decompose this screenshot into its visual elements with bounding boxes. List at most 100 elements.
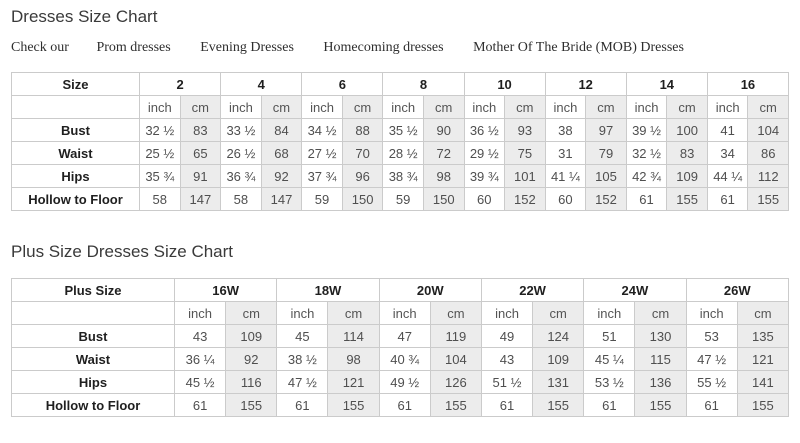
dress-links-row: Check our Prom dresses Evening Dresses H… [11, 39, 789, 56]
value-cell: 115 [634, 347, 687, 371]
value-cell: 96 [341, 164, 384, 188]
size-header: 20W [378, 278, 482, 302]
value-cell: 152 [504, 187, 546, 211]
nav-link-prom-dresses[interactable]: Prom dresses [96, 40, 171, 55]
value-cell: 100 [666, 118, 708, 142]
value-cell: 121 [736, 347, 790, 371]
value-cell: 98 [327, 347, 380, 371]
unit-header-inch: inch [583, 301, 636, 325]
value-cell: 49 [480, 324, 534, 348]
size-header: 12 [544, 72, 627, 96]
value-cell: 28 ½ [382, 141, 424, 165]
nav-link-homecoming-dresses[interactable]: Homecoming dresses [323, 40, 444, 55]
value-cell: 61 [173, 393, 227, 417]
value-cell: 60 [544, 187, 587, 211]
table-row: Bust 32 ½ 83 33 ½ 84 34 ½ 88 35 ½ 90 36 ½ 93 38 97 39… [11, 118, 789, 142]
value-cell: 33 ½ [220, 118, 262, 142]
value-cell: 61 [378, 393, 431, 417]
value-cell: 32 ½ [139, 118, 181, 142]
value-cell: 36 ¼ [173, 347, 227, 371]
value-cell: 47 [378, 324, 431, 348]
value-cell: 39 ¾ [463, 164, 506, 188]
value-cell: 83 [179, 118, 222, 142]
value-cell: 49 ½ [378, 370, 431, 394]
value-cell: 116 [225, 370, 278, 394]
value-cell: 75 [504, 141, 546, 165]
value-cell: 119 [429, 324, 482, 348]
page-title: Dresses Size Chart [11, 7, 158, 26]
unit-header-cm: cm [422, 95, 465, 119]
value-cell: 93 [504, 118, 546, 142]
row-label: Waist [11, 347, 175, 371]
unit-header-inch: inch [463, 95, 506, 119]
size-header: 26W [685, 278, 790, 302]
value-cell: 61 [706, 187, 749, 211]
value-cell: 35 ½ [382, 118, 424, 142]
link-prefix-text: Check our [11, 40, 69, 55]
value-cell: 135 [736, 324, 790, 348]
value-cell: 51 ½ [480, 370, 534, 394]
unit-header-cm: cm [260, 95, 303, 119]
unit-header-inch: inch [173, 301, 227, 325]
unit-header-cm: cm [585, 95, 627, 119]
value-cell: 38 [544, 118, 587, 142]
unit-header-cm: cm [634, 301, 687, 325]
value-cell: 126 [429, 370, 482, 394]
size-header: 24W [583, 278, 687, 302]
table-row: Waist 25 ½ 65 26 ½ 68 27 ½ 70 28 ½ 72 29 ½ 75 31 79 3… [11, 141, 789, 165]
value-cell: 101 [504, 164, 546, 188]
value-cell: 72 [422, 141, 465, 165]
regular-size-table: Size 2 4 6 8 10 12 14 16 inch cm inch cm inch cm inch cm… [11, 72, 790, 211]
value-cell: 155 [666, 187, 708, 211]
value-cell: 36 ¾ [220, 164, 262, 188]
unit-header-row: inch cm inch cm inch cm inch cm inch cm inch cm inch… [11, 95, 789, 119]
value-cell: 104 [429, 347, 482, 371]
value-cell: 109 [532, 347, 585, 371]
value-cell: 42 ¾ [625, 164, 668, 188]
value-cell: 58 [139, 187, 181, 211]
value-cell: 27 ½ [301, 141, 343, 165]
unit-header-inch: inch [301, 95, 343, 119]
unit-header-inch: inch [276, 301, 329, 325]
value-cell: 31 [544, 141, 587, 165]
unit-header-cm: cm [747, 95, 789, 119]
nav-link-evening-dresses[interactable]: Evening Dresses [200, 40, 294, 55]
value-cell: 155 [736, 393, 790, 417]
value-cell: 34 [706, 141, 749, 165]
value-cell: 61 [480, 393, 534, 417]
value-cell: 51 [583, 324, 636, 348]
value-cell: 38 ¾ [382, 164, 424, 188]
size-column-label: Size [11, 72, 140, 96]
unit-header-cm: cm [504, 95, 546, 119]
value-cell: 25 ½ [139, 141, 181, 165]
value-cell: 155 [634, 393, 687, 417]
value-cell: 147 [179, 187, 222, 211]
table-row: Hips 45 ½ 116 47 ½ 121 49 ½ 126 51 ½ 131 53 ½ 136 5… [11, 370, 790, 394]
value-cell: 55 ½ [685, 370, 738, 394]
size-header: 14 [625, 72, 708, 96]
value-cell: 32 ½ [625, 141, 668, 165]
size-header: 4 [220, 72, 303, 96]
size-header: 10 [463, 72, 546, 96]
size-header-row: Plus Size 16W 18W 20W 22W 24W 26W [11, 278, 790, 302]
value-cell: 88 [341, 118, 384, 142]
size-header: 18W [276, 278, 380, 302]
plus-size-title: Plus Size Dresses Size Chart [11, 242, 234, 261]
value-cell: 59 [301, 187, 343, 211]
value-cell: 112 [747, 164, 789, 188]
size-header-row: Size 2 4 6 8 10 12 14 16 [11, 72, 790, 96]
unit-header-inch: inch [480, 301, 534, 325]
row-label: Hips [11, 370, 175, 394]
value-cell: 155 [225, 393, 278, 417]
value-cell: 84 [260, 118, 303, 142]
value-cell: 109 [666, 164, 708, 188]
value-cell: 79 [585, 141, 627, 165]
value-cell: 53 [685, 324, 738, 348]
value-cell: 34 ½ [301, 118, 343, 142]
unit-header-cm: cm [429, 301, 482, 325]
nav-link-mob-dresses[interactable]: Mother Of The Bride (MOB) Dresses [473, 40, 684, 55]
unit-header-cm: cm [327, 301, 380, 325]
size-column-label: Plus Size [11, 278, 175, 302]
value-cell: 53 ½ [583, 370, 636, 394]
